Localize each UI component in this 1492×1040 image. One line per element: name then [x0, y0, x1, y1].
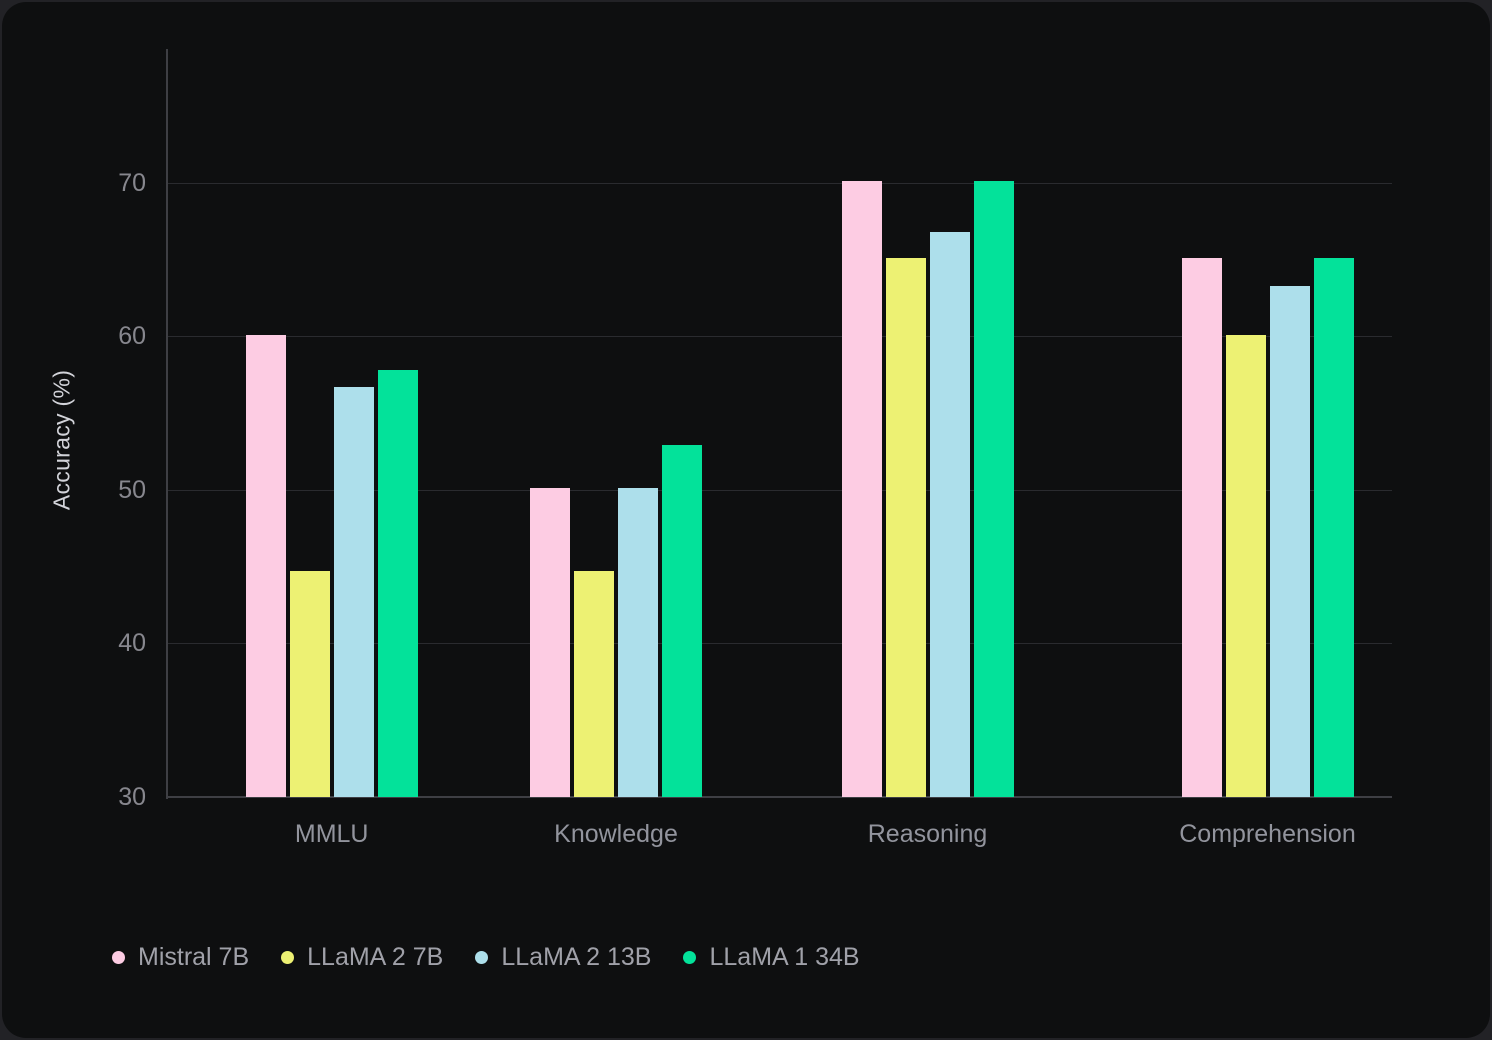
legend-label: LLaMA 2 7B: [307, 943, 444, 971]
category-label-reasoning: Reasoning: [867, 820, 988, 848]
bar-llama-1-34b-comprehension: [1313, 257, 1354, 797]
bar-llama-2-7b-knowledge: [574, 571, 614, 797]
bar-llama-2-13b-mmlu: [333, 386, 374, 797]
bar-group-knowledge: [530, 49, 702, 797]
bar-group-comprehension: [1181, 49, 1354, 797]
bar-llama-2-7b-comprehension: [1225, 334, 1266, 797]
bar-group-reasoning: [841, 49, 1014, 797]
bar-llama-1-34b-knowledge: [662, 445, 702, 797]
x-axis-line: [166, 796, 1392, 798]
legend-item-llama-1-34b[interactable]: LLaMA 1 34B: [683, 941, 860, 973]
legend-dot-icon: [281, 950, 295, 964]
y-tick-label-70: 70: [118, 168, 146, 197]
legend-dot-icon: [475, 950, 489, 964]
legend-label: LLaMA 1 34B: [709, 943, 860, 971]
gridline-50: [166, 489, 1392, 491]
bar-llama-2-13b-reasoning: [929, 231, 970, 797]
gridline-60: [166, 336, 1392, 338]
legend-item-mistral-7b[interactable]: Mistral 7B: [112, 941, 249, 973]
y-axis-line: [166, 49, 168, 799]
bar-llama-2-13b-knowledge: [618, 488, 658, 797]
bar-llama-1-34b-reasoning: [973, 181, 1014, 797]
category-label-knowledge: Knowledge: [554, 820, 678, 848]
y-tick-label-40: 40: [118, 629, 146, 658]
bar-mistral-7b-mmlu: [245, 334, 286, 797]
legend-dot-icon: [683, 950, 697, 964]
bar-mistral-7b-comprehension: [1181, 257, 1222, 797]
category-label-mmlu: MMLU: [294, 820, 369, 848]
bar-llama-2-7b-reasoning: [885, 257, 926, 797]
legend-dot-icon: [112, 950, 125, 964]
gridline-40: [166, 643, 1392, 645]
gridline-70: [166, 182, 1392, 184]
legend-item-llama-2-13b[interactable]: LLaMA 2 13B: [475, 941, 651, 973]
legend-item-llama-2-7b[interactable]: LLaMA 2 7B: [281, 941, 443, 973]
bar-llama-2-13b-comprehension: [1269, 285, 1310, 797]
category-label-comprehension: Comprehension: [1179, 820, 1356, 848]
plot-area: 30 40 50 60 70 MMLU Knowledge Reasoning Compreh…: [118, 49, 1392, 848]
y-axis-title: Accuracy (%): [48, 369, 75, 511]
y-tick-label-30: 30: [118, 783, 146, 811]
legend: Mistral 7B LLaMA 2 7B LLaMA 2 13B LLaMA 1 3…: [112, 941, 860, 973]
y-tick-label-60: 60: [118, 322, 146, 351]
legend-label: LLaMA 2 13B: [501, 943, 652, 971]
bar-llama-2-7b-mmlu: [289, 571, 330, 797]
bar-mistral-7b-reasoning: [841, 181, 882, 797]
bar-llama-1-34b-mmlu: [377, 370, 418, 797]
y-tick-label-50: 50: [118, 475, 146, 504]
legend-label: Mistral 7B: [138, 943, 250, 971]
bar-mistral-7b-knowledge: [530, 488, 570, 797]
bar-group-mmlu: [245, 49, 418, 797]
